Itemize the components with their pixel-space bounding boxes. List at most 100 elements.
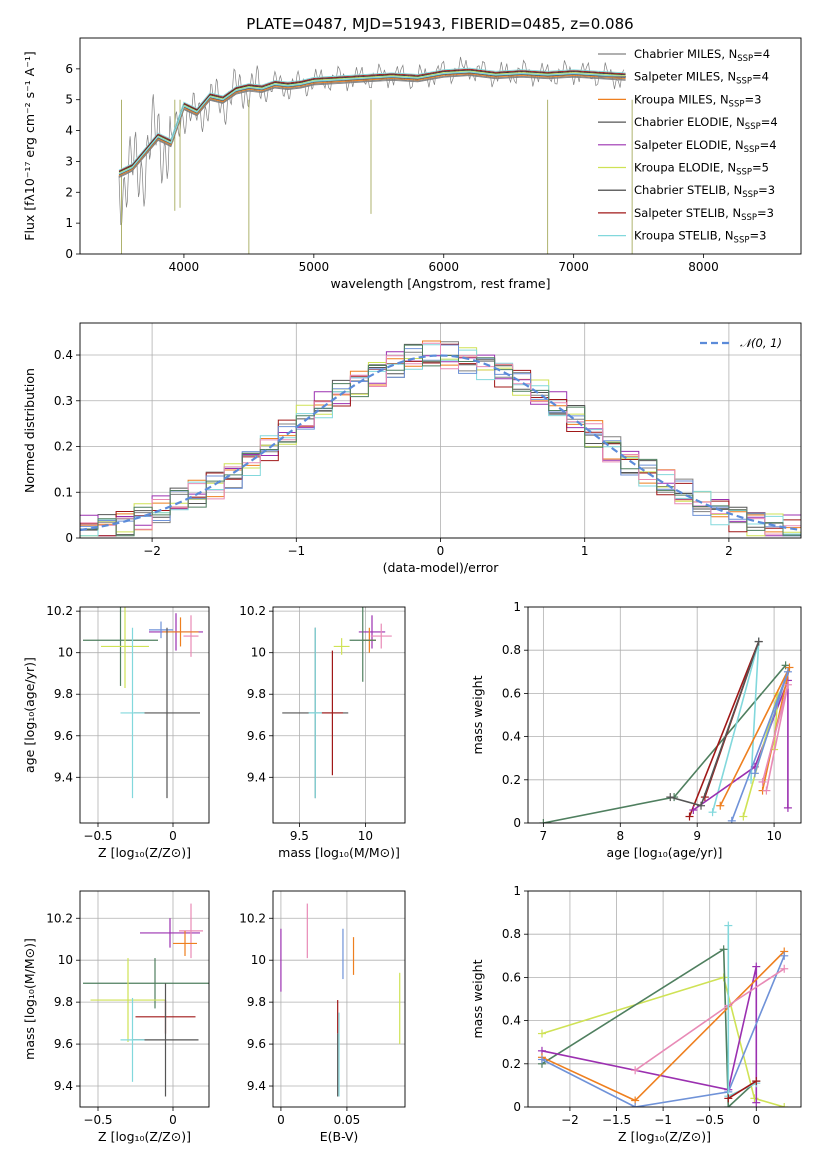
age-vs-z-xtick-label: −0.5 — [83, 829, 112, 843]
legend-name: Kroupa ELODIE, N — [634, 161, 736, 175]
mass-vs-ebv-ytick-label: 9.6 — [247, 1037, 266, 1051]
legend-sub: SSP — [741, 213, 757, 223]
spectrum-xtick-label: 8000 — [688, 260, 719, 274]
massweight-vs-age-marker — [783, 667, 792, 676]
residuals-xlabel: (data-model)/error — [383, 560, 500, 575]
age-vs-z-ytick-label: 9.8 — [54, 687, 73, 701]
massweight-vs-age-xtick-label: 10 — [766, 829, 781, 843]
massweight-vs-age-ytick-label: 1 — [513, 600, 521, 614]
massweight-vs-z-ytick-label: 0.4 — [502, 1014, 521, 1028]
mass-vs-z-ytick-label: 10 — [58, 953, 73, 967]
massweight-vs-z-line — [541, 955, 785, 1107]
massweight-vs-age-marker — [754, 637, 763, 646]
mass-vs-ebv-ytick-label: 9.4 — [247, 1079, 266, 1093]
massweight-vs-z-marker — [752, 962, 761, 971]
residuals-ytick-label: 0.1 — [54, 485, 73, 499]
massweight-vs-age-xlabel: age [log₁₀(age/yr)] — [607, 845, 723, 860]
age-vs-mass-ytick-label: 10 — [251, 646, 266, 660]
legend-suffix: =4 — [761, 115, 778, 129]
mass-vs-ebv-xtick-label: 0.05 — [334, 1113, 361, 1127]
massweight-vs-age-panel: 7 8 9 10 0 0.2 0.4 0.6 0.8 1 age [log₁₀(age/yr)] ma… — [470, 600, 802, 860]
age-vs-z-point — [149, 621, 173, 639]
massweight-vs-age-xtick-label: 9 — [693, 829, 701, 843]
legend-suffix: =4 — [753, 47, 770, 61]
massweight-vs-z-ytick-label: 0.8 — [502, 927, 521, 941]
massweight-vs-z-xlabel: Z [log₁₀(Z/Z⊙)] — [618, 1129, 711, 1144]
residuals-histogram — [80, 344, 801, 537]
mass-vs-ebv-ytick-label: 10 — [251, 953, 266, 967]
mass-vs-z-ytick-label: 10.2 — [46, 911, 73, 925]
residuals-ytick-label: 0.4 — [54, 348, 73, 362]
massweight-vs-age-marker — [727, 816, 736, 823]
age-vs-z-ylabel: age [log₁₀(age/yr)] — [22, 657, 37, 773]
legend-suffix: =4 — [760, 138, 777, 152]
legend-sub: SSP — [736, 77, 752, 87]
massweight-vs-age-marker — [785, 663, 794, 672]
spectrum-model-line — [118, 70, 626, 174]
legend-entry: Chabrier STELIB, NSSP=3 — [634, 183, 775, 200]
legend-sub: SSP — [736, 168, 752, 178]
massweight-vs-age-xtick-label: 8 — [616, 829, 624, 843]
legend-name: Chabrier ELODIE, N — [634, 115, 745, 129]
legend-suffix: =3 — [749, 229, 766, 243]
mass-vs-ebv-frame — [272, 890, 406, 1108]
massweight-vs-age-ytick-label: 0.8 — [502, 643, 521, 657]
spectrum-ytick-label: 1 — [65, 216, 73, 230]
age-vs-z-point — [120, 627, 145, 799]
legend-name: Chabrier STELIB, N — [634, 183, 742, 197]
residuals-legend-label: 𝒩(0, 1) — [740, 336, 782, 350]
age-vs-mass-frame — [272, 606, 406, 824]
mass-vs-z-point — [173, 930, 197, 957]
spectrum-model-line — [118, 72, 626, 176]
mass-vs-ebv-panel: 0 0.05 9.4 9.6 9.8 10 10.2 E(B-V) — [239, 890, 406, 1144]
spectrum-model-line — [118, 75, 626, 178]
massweight-vs-age-line — [543, 664, 787, 823]
age-vs-z-ytick-label: 10.2 — [46, 604, 73, 618]
massweight-vs-z-marker — [780, 1103, 789, 1107]
legend-name: Kroupa STELIB, N — [634, 229, 734, 243]
massweight-vs-age-plot-area — [539, 637, 794, 823]
spectrum-model-line — [118, 74, 626, 177]
massweight-vs-age-frame — [527, 606, 802, 824]
massweight-vs-z-marker — [750, 1094, 759, 1103]
massweight-vs-z-line — [727, 1080, 757, 1100]
legend-suffix: =4 — [752, 70, 769, 84]
residuals-xtick-label: 0 — [437, 544, 445, 558]
legend-name: Chabrier MILES, N — [634, 47, 737, 61]
massweight-vs-age-marker — [758, 777, 767, 786]
spectrum-xtick-label: 4000 — [169, 260, 200, 274]
massweight-vs-z-xtick-label: −0.5 — [695, 1113, 724, 1127]
massweight-vs-age-line — [670, 641, 760, 807]
massweight-vs-z-marker — [724, 1094, 733, 1103]
legend-sub: SSP — [742, 190, 758, 200]
massweight-vs-z-ytick-label: 0 — [513, 1100, 521, 1114]
massweight-vs-z-marker — [724, 1103, 733, 1107]
massweight-vs-age-marker — [685, 812, 694, 821]
massweight-vs-z-xtick-label: −1.5 — [602, 1113, 631, 1127]
massweight-vs-age-marker — [697, 801, 706, 810]
age-vs-mass-panel: 9.5 10 9.4 9.6 9.8 10 10.2 mass [log₁₀(M/M⊙)] — [239, 604, 406, 860]
mass-vs-z-panel: −0.5 0 9.4 9.6 9.8 10 10.2 Z [log₁₀(Z/Z⊙)] mass … — [22, 890, 210, 1144]
spectrum-model-line — [118, 69, 626, 173]
massweight-vs-z-marker — [719, 945, 728, 954]
legend-entry: Chabrier MILES, NSSP=4 — [634, 47, 770, 64]
mass-vs-z-xlabel: Z [log₁₀(Z/Z⊙)] — [98, 1129, 191, 1144]
residuals-panel: −2 −1 0 1 2 0 0.1 0.2 0.3 0.4 (data-model)/error No… — [22, 322, 802, 575]
legend-suffix: =3 — [744, 92, 761, 106]
mass-vs-z-point — [179, 903, 203, 959]
massweight-vs-z-line — [541, 976, 785, 1107]
legend-entry: Salpeter MILES, NSSP=4 — [634, 70, 769, 87]
age-vs-mass-plot-area — [282, 607, 392, 799]
mass-vs-z-xtick-label: 0 — [169, 1113, 177, 1127]
spectrum-ytick-label: 5 — [65, 93, 73, 107]
massweight-vs-z-marker — [631, 1066, 640, 1075]
age-vs-mass-ytick-label: 10.2 — [239, 604, 266, 618]
mass-vs-z-point — [140, 918, 200, 948]
massweight-vs-age-marker — [666, 793, 675, 802]
massweight-vs-age-marker — [716, 801, 725, 810]
age-vs-mass-point — [333, 638, 350, 655]
residuals-frame — [79, 322, 802, 539]
residuals-ytick-label: 0 — [65, 531, 73, 545]
massweight-vs-z-marker — [537, 1055, 546, 1064]
